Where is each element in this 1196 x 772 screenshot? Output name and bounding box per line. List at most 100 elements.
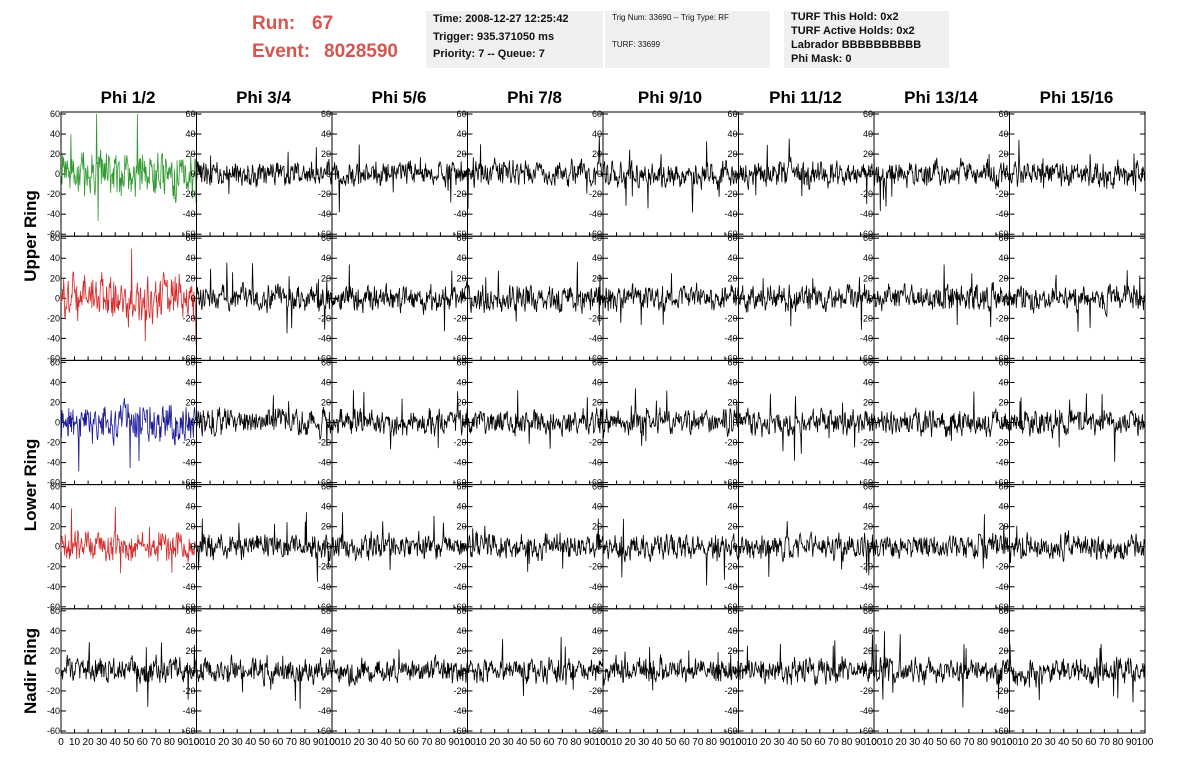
y-tick-label: 0 xyxy=(732,293,737,303)
y-tick-label: -40 xyxy=(453,458,466,468)
phi-mask-text: Phi Mask: 0 xyxy=(791,53,852,65)
y-tick-label: 20 xyxy=(998,397,1008,407)
panel-frame xyxy=(60,111,197,237)
y-tick-label: 0 xyxy=(868,542,873,552)
x-tick-label: 10 xyxy=(475,737,487,748)
y-tick-label: -20 xyxy=(182,562,195,572)
y-tick-label: -60 xyxy=(860,478,873,488)
y-tick-label: 20 xyxy=(863,646,873,656)
x-tick-label: 80 xyxy=(1112,737,1124,748)
y-tick-label: -20 xyxy=(589,313,602,323)
y-tick-label: 40 xyxy=(592,377,602,387)
y-tick-label: -60 xyxy=(182,229,195,239)
y-tick-label: 60 xyxy=(863,357,873,367)
y-tick-label: 40 xyxy=(863,502,873,512)
y-tick-label: 20 xyxy=(185,273,195,283)
y-tick-label: 40 xyxy=(321,377,331,387)
y-tick-label: 60 xyxy=(456,482,466,492)
y-tick-label: 20 xyxy=(592,149,602,159)
y-tick-label: -40 xyxy=(860,209,873,219)
y-tick-label: -40 xyxy=(860,706,873,716)
column-header: Phi 1/2 xyxy=(100,88,156,107)
y-tick-label: -20 xyxy=(589,686,602,696)
waveform-trace xyxy=(196,654,333,710)
waveform-trace xyxy=(602,141,739,213)
y-tick-label: 60 xyxy=(50,482,60,492)
y-tick-label: 0 xyxy=(868,666,873,676)
x-tick-label: 100 xyxy=(1137,737,1154,748)
y-tick-label: -20 xyxy=(724,686,737,696)
x-tick-label: 50 xyxy=(259,737,271,748)
y-tick-label: -20 xyxy=(860,189,873,199)
waveform-trace xyxy=(467,636,604,697)
y-tick-label: -60 xyxy=(47,229,60,239)
y-tick-label: -20 xyxy=(182,686,195,696)
waveform-trace xyxy=(331,144,468,213)
y-tick-label: 0 xyxy=(868,293,873,303)
column-header: Phi 13/14 xyxy=(904,88,978,107)
y-tick-label: -40 xyxy=(995,209,1008,219)
x-tick-label: 70 xyxy=(421,737,433,748)
waveform-trace xyxy=(467,261,604,326)
y-tick-label: -40 xyxy=(47,582,60,592)
x-tick-label: 70 xyxy=(557,737,569,748)
y-tick-label: 40 xyxy=(50,377,60,387)
waveform-trace xyxy=(738,138,875,205)
y-tick-label: -40 xyxy=(453,333,466,343)
y-tick-label: -20 xyxy=(453,313,466,323)
waveform-trace xyxy=(602,388,739,446)
x-tick-label: 40 xyxy=(110,737,122,748)
x-tick-label: 90 xyxy=(990,737,1002,748)
turf-active-text: TURF Active Holds: 0x2 xyxy=(791,25,915,37)
x-tick-label: 0 xyxy=(600,737,606,748)
x-tick-label: 60 xyxy=(543,737,555,748)
x-tick-label: 50 xyxy=(936,737,948,748)
y-tick-label: -60 xyxy=(318,229,331,239)
y-tick-label: -40 xyxy=(860,458,873,468)
x-tick-label: 40 xyxy=(516,737,528,748)
y-tick-label: 20 xyxy=(727,149,737,159)
y-tick-label: -40 xyxy=(724,582,737,592)
x-tick-label: 100 xyxy=(595,737,612,748)
y-tick-label: 20 xyxy=(727,646,737,656)
y-tick-label: 60 xyxy=(863,482,873,492)
y-tick-label: -60 xyxy=(318,602,331,612)
y-tick-label: 0 xyxy=(597,418,602,428)
y-tick-label: 0 xyxy=(597,666,602,676)
y-tick-label: 20 xyxy=(50,522,60,532)
y-tick-label: 40 xyxy=(321,253,331,263)
y-tick-label: 20 xyxy=(998,273,1008,283)
x-tick-label: 10 xyxy=(611,737,623,748)
x-tick-label: 50 xyxy=(394,737,406,748)
y-tick-label: 40 xyxy=(863,626,873,636)
y-tick-label: -60 xyxy=(724,353,737,363)
y-tick-label: 40 xyxy=(727,129,737,139)
y-tick-label: 60 xyxy=(185,233,195,243)
x-tick-label: 80 xyxy=(706,737,718,748)
time-text: Time: 2008-12-27 12:25:42 xyxy=(433,13,569,25)
y-tick-label: 60 xyxy=(998,109,1008,119)
x-tick-label: 40 xyxy=(1058,737,1070,748)
y-tick-label: 20 xyxy=(50,646,60,656)
y-tick-label: 0 xyxy=(597,293,602,303)
y-tick-label: 40 xyxy=(456,253,466,263)
y-tick-label: 40 xyxy=(998,626,1008,636)
y-tick-label: -20 xyxy=(182,189,195,199)
x-tick-label: 70 xyxy=(1099,737,1111,748)
x-tick-label: 80 xyxy=(570,737,582,748)
column-header: Phi 9/10 xyxy=(637,88,703,107)
y-tick-label: 0 xyxy=(55,169,60,179)
x-tick-label: 80 xyxy=(977,737,989,748)
x-tick-label: 70 xyxy=(150,737,162,748)
y-tick-label: 0 xyxy=(55,418,60,428)
run-label: Run: xyxy=(252,13,296,34)
x-tick-label: 100 xyxy=(1001,737,1018,748)
y-tick-label: 60 xyxy=(185,482,195,492)
y-tick-label: -60 xyxy=(589,229,602,239)
event-value: 8028590 xyxy=(324,41,398,62)
y-tick-label: -20 xyxy=(995,313,1008,323)
x-tick-label: 60 xyxy=(814,737,826,748)
y-tick-label: -20 xyxy=(47,313,60,323)
x-tick-label: 10 xyxy=(882,737,894,748)
x-tick-label: 20 xyxy=(489,737,501,748)
